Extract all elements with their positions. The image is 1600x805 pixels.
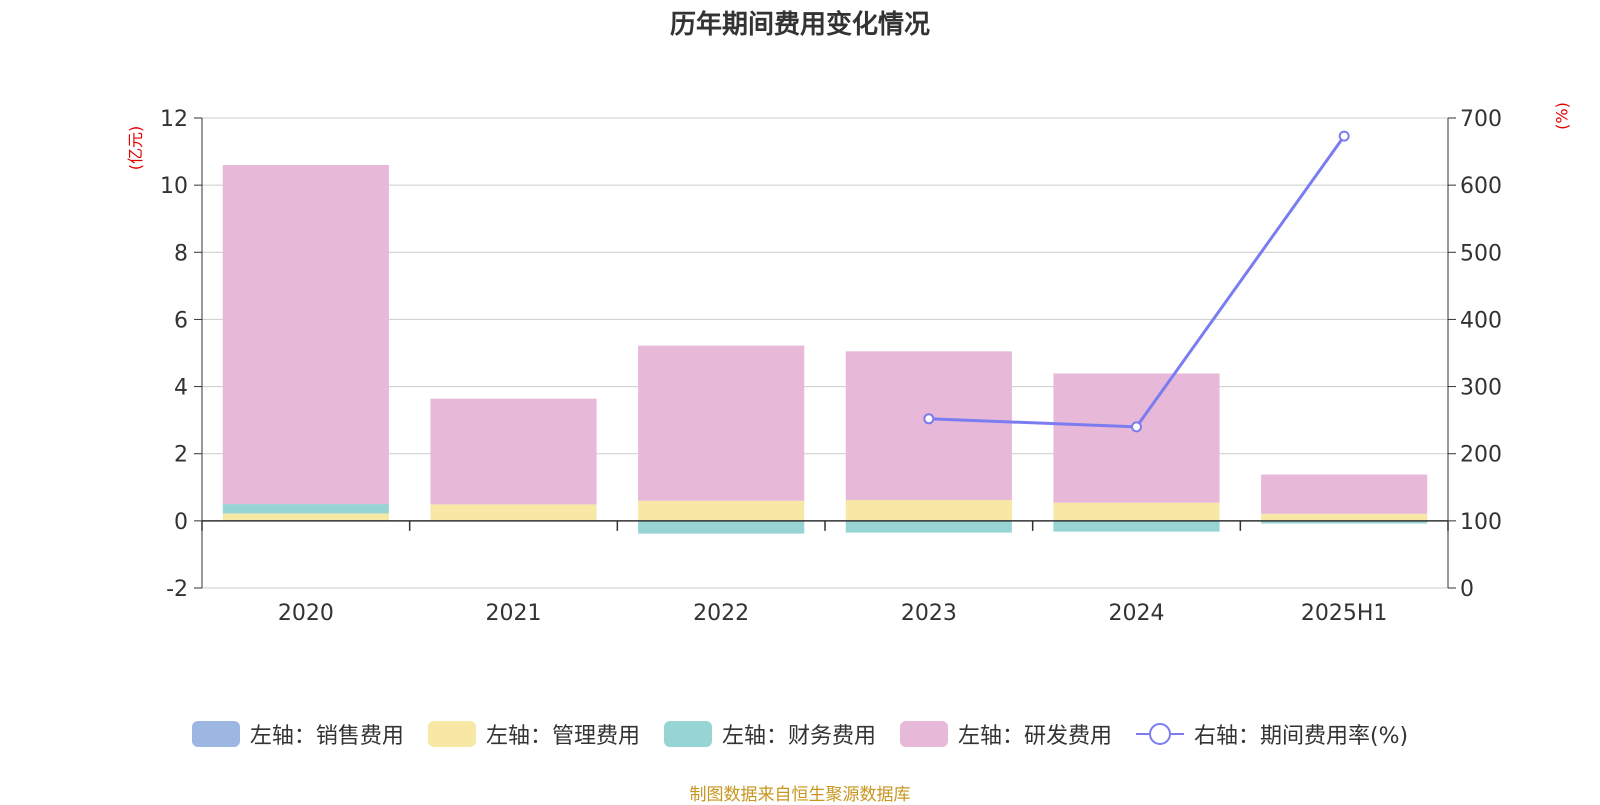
- left-tick-label: 12: [160, 107, 188, 132]
- legend-swatch-rd: [899, 721, 948, 747]
- legend-label-rd: 左轴：研发费用: [957, 724, 1112, 749]
- left-tick-label: 2: [174, 443, 188, 468]
- bar-segment: [638, 500, 805, 521]
- right-tick-label: 500: [1460, 241, 1502, 266]
- bar-segment: [222, 504, 389, 514]
- legend-item-sales[interactable]: 左轴：销售费用: [191, 718, 404, 750]
- x-tick-label: 2025H1: [1301, 601, 1388, 626]
- bar-segment: [1261, 513, 1428, 521]
- chart-title: 历年期间费用变化情况: [669, 10, 930, 40]
- bar-segment: [430, 504, 597, 521]
- legend-swatch-finance: [663, 721, 712, 747]
- right-tick-label: 600: [1460, 174, 1502, 199]
- right-tick-label: 700: [1460, 107, 1502, 132]
- expense-rate-point: [1338, 130, 1350, 142]
- x-tick-label: 2023: [901, 601, 957, 626]
- source-note: 制图数据来自恒生聚源数据库: [689, 785, 911, 805]
- right-tick-label: 400: [1460, 308, 1502, 333]
- bar-segment: [1053, 520, 1220, 532]
- bar-segment: [430, 398, 597, 505]
- legend-swatch-sales: [191, 721, 240, 747]
- right-tick-label: 100: [1460, 510, 1502, 535]
- legend-label-finance: 左轴：财务费用: [721, 724, 876, 749]
- legend-label-sales: 左轴：销售费用: [249, 724, 404, 749]
- legend-swatch-admin: [427, 721, 476, 747]
- bar-segment: [845, 520, 1012, 533]
- bar-segment: [1053, 502, 1220, 521]
- x-tick-label: 2020: [278, 601, 334, 626]
- left-tick-label: 6: [174, 308, 188, 333]
- legend-item-rd[interactable]: 左轴：研发费用: [899, 718, 1112, 750]
- bar-segment: [1261, 474, 1428, 514]
- left-tick-label: 10: [160, 174, 188, 199]
- legend-label-admin: 左轴：管理费用: [485, 724, 640, 749]
- expense-rate-point: [923, 413, 935, 425]
- bar-segment: [845, 351, 1012, 501]
- left-tick-label: 0: [174, 510, 188, 535]
- legend-label-expense-rate: 右轴：期间费用率(%): [1193, 724, 1409, 749]
- right-tick-label: 0: [1460, 577, 1474, 602]
- x-tick-label: 2021: [486, 601, 542, 626]
- bar-segment: [638, 345, 805, 501]
- left-tick-label: 4: [174, 376, 188, 401]
- legend: 左轴：销售费用 左轴：管理费用 左轴：财务费用 左轴：研发费用 右轴：期间费用率…: [0, 718, 1600, 750]
- bar-segment: [1261, 520, 1428, 524]
- right-tick-label: 300: [1460, 376, 1502, 401]
- x-tick-label: 2024: [1109, 601, 1165, 626]
- right-tick-label: 200: [1460, 443, 1502, 468]
- legend-swatch-expense-rate: [1135, 723, 1184, 745]
- bar-segment: [222, 165, 389, 505]
- left-tick-label: 8: [174, 241, 188, 266]
- legend-item-expense-rate[interactable]: 右轴：期间费用率(%): [1135, 718, 1409, 750]
- bar-segment: [845, 500, 1012, 521]
- bar-segment: [1053, 373, 1220, 503]
- bar-segment: [222, 513, 389, 521]
- left-tick-label: -2: [166, 577, 188, 602]
- legend-item-finance[interactable]: 左轴：财务费用: [663, 718, 876, 750]
- expense-rate-point: [1131, 421, 1142, 433]
- legend-item-admin[interactable]: 左轴：管理费用: [427, 718, 640, 750]
- x-tick-label: 2022: [693, 601, 749, 626]
- bar-segment: [638, 520, 805, 534]
